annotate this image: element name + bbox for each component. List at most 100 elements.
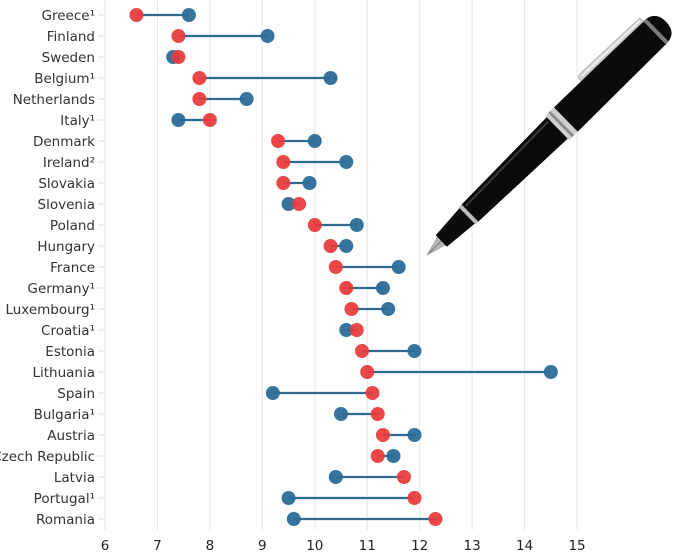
- blue-point: [239, 92, 254, 106]
- blue-point: [171, 113, 186, 127]
- red-point: [292, 197, 307, 211]
- connector-lines: [136, 13, 551, 521]
- y-tick-label: Poland: [50, 218, 95, 234]
- red-point: [370, 449, 385, 463]
- y-tick-label: Croatia¹: [41, 323, 95, 339]
- red-point: [349, 323, 364, 337]
- y-tick-label: France: [50, 260, 95, 276]
- y-tick-label: Greece¹: [42, 8, 95, 24]
- red-point: [323, 239, 338, 253]
- blue-point: [281, 197, 296, 211]
- fountain-pen-icon: [426, 15, 672, 256]
- red-point: [344, 302, 359, 316]
- red-point: [328, 260, 343, 274]
- blue-series-dots: [166, 8, 558, 526]
- red-point: [307, 218, 322, 232]
- pen-grip: [435, 206, 477, 247]
- pen-clip-shine: [581, 20, 641, 77]
- blue-point: [328, 470, 343, 484]
- x-tick-label: 12: [411, 538, 428, 554]
- y-tick-label: Romania: [36, 512, 95, 528]
- red-point: [360, 365, 375, 379]
- y-tick-label: Sweden: [42, 50, 95, 66]
- pen-cap: [553, 15, 672, 132]
- red-point: [396, 470, 411, 484]
- y-tick-label: Hungary: [37, 239, 95, 255]
- blue-point: [339, 239, 354, 253]
- x-axis-labels: 6 7 8 9 10 11 12 13 14 15: [101, 538, 586, 554]
- y-tick-label: Ireland²: [43, 155, 95, 171]
- red-point: [202, 113, 217, 127]
- red-point: [171, 50, 186, 64]
- red-point: [192, 92, 207, 106]
- red-point: [365, 386, 380, 400]
- y-axis-ticks: [98, 14, 104, 520]
- pen-clip: [578, 17, 644, 82]
- blue-point: [334, 407, 349, 421]
- blue-point: [323, 71, 338, 85]
- x-tick-label: 10: [306, 538, 323, 554]
- red-point: [276, 155, 291, 169]
- blue-point: [381, 302, 396, 316]
- blue-point: [391, 260, 406, 274]
- red-point: [129, 8, 144, 22]
- blue-point: [307, 134, 322, 148]
- pen-barrel-highlight: [465, 120, 549, 207]
- blue-point: [543, 365, 558, 379]
- y-tick-label: Slovakia: [38, 176, 95, 192]
- y-tick-label: Spain: [57, 386, 95, 402]
- red-point: [370, 407, 385, 421]
- y-tick-label: Latvia: [54, 470, 95, 486]
- y-tick-label: Belgium¹: [34, 71, 95, 87]
- pen-cap-ring: [643, 18, 669, 45]
- blue-point: [339, 323, 354, 337]
- x-tick-label: 9: [258, 538, 267, 554]
- y-tick-label: Portugal¹: [34, 491, 95, 507]
- x-tick-label: 11: [359, 538, 376, 554]
- y-tick-label: Slovenia: [38, 197, 95, 213]
- pen-grip-ring: [458, 204, 479, 225]
- red-point: [171, 29, 186, 43]
- blue-point: [286, 512, 301, 526]
- blue-point: [265, 386, 280, 400]
- y-tick-label: Estonia: [45, 344, 95, 360]
- y-tick-label: Finland: [47, 29, 95, 45]
- y-tick-label: Denmark: [33, 134, 95, 150]
- blue-point: [339, 155, 354, 169]
- blue-point: [407, 344, 422, 358]
- red-point: [428, 512, 443, 526]
- red-series-dots: [129, 8, 443, 526]
- red-point: [355, 344, 370, 358]
- blue-point: [375, 281, 390, 295]
- red-point: [271, 134, 286, 148]
- y-tick-label: Luxembourg¹: [5, 302, 95, 318]
- blue-point: [260, 29, 275, 43]
- nib-slit: [428, 240, 442, 254]
- x-tick-label: 15: [568, 538, 585, 554]
- y-tick-label: Austria: [47, 428, 95, 444]
- blue-point: [281, 491, 296, 505]
- y-axis-labels: Greece¹ Finland Sweden Belgium¹ Netherlands I…: [0, 8, 95, 528]
- blue-point: [407, 428, 422, 442]
- red-point: [276, 176, 291, 190]
- y-tick-label: Lithuania: [32, 365, 95, 381]
- blue-point: [302, 176, 317, 190]
- pen-band-groove: [548, 110, 575, 138]
- x-tick-label: 7: [153, 538, 162, 554]
- red-point: [339, 281, 354, 295]
- y-tick-label: Netherlands: [13, 92, 95, 108]
- blue-point: [349, 218, 364, 232]
- x-tick-label: 13: [464, 538, 481, 554]
- x-tick-label: 8: [206, 538, 215, 554]
- y-tick-label: Italy¹: [60, 113, 95, 129]
- grid-lines: [104, 0, 578, 530]
- x-tick-label: 6: [101, 538, 110, 554]
- red-point: [375, 428, 390, 442]
- y-tick-label: Germany¹: [28, 281, 95, 297]
- blue-point: [181, 8, 196, 22]
- blue-point: [386, 449, 401, 463]
- x-tick-label: 14: [516, 538, 533, 554]
- red-point: [192, 71, 207, 85]
- red-point: [407, 491, 422, 505]
